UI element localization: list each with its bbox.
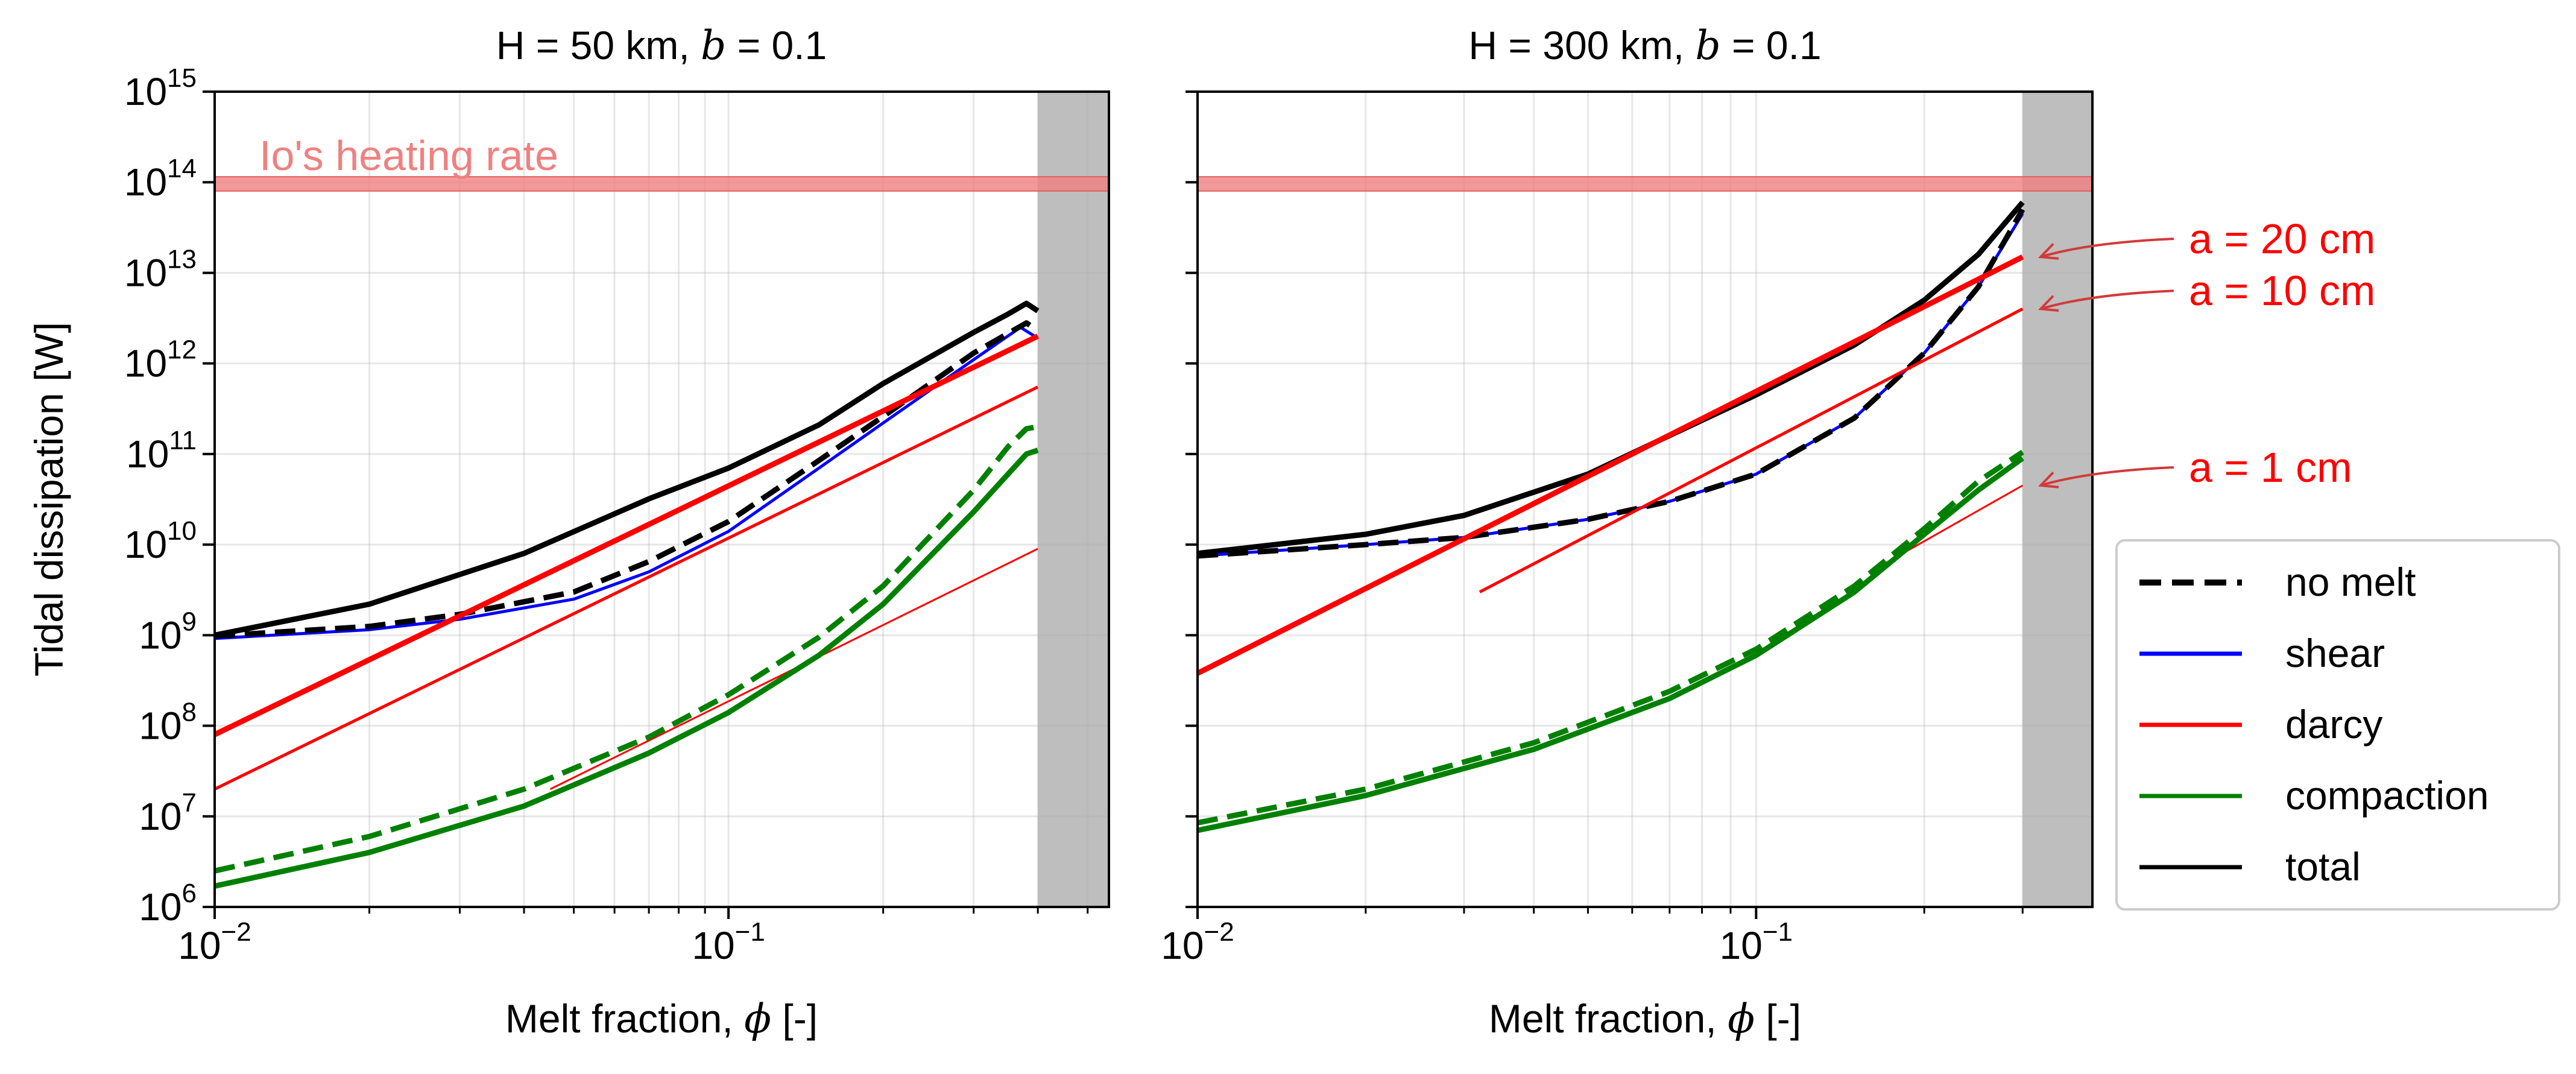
left-axis-ticks: 10−2 10−1 106 107 108 109 1010 1011 1012 1013 1014…	[124, 63, 1089, 967]
legend-label: no melt	[2285, 560, 2416, 604]
y-tick-label: 106	[139, 879, 197, 929]
right-series-lines	[1196, 200, 2025, 833]
y-tick-label: 108	[139, 698, 197, 748]
right-shaded-region	[2022, 92, 2092, 907]
x-tick-label: 10−1	[692, 917, 765, 967]
annotation-label: a = 20 cm	[2189, 215, 2375, 262]
legend-entries: no melt shear darcy compaction total	[2139, 560, 2489, 889]
y-tick-label: 1014	[124, 154, 197, 204]
shaded-region-rect	[2022, 92, 2092, 907]
right-axis-ticks: 10−2 10−1	[1161, 90, 2024, 967]
series-shear	[214, 326, 1039, 640]
left-axes-frame	[213, 90, 1110, 908]
annotation-arrow-shaft	[2040, 289, 2174, 311]
left-shaded-region	[1038, 92, 1109, 907]
legend-label: compaction	[2285, 773, 2489, 818]
series-darcy-a-10-cm	[1479, 307, 2024, 593]
x-tick-label: 10−2	[178, 917, 251, 967]
y-axis-label: Tidal dissipation [W]	[27, 322, 71, 677]
series-compaction	[1197, 456, 2024, 833]
right-annotations: a = 20 cm a = 10 cm a = 1 cm	[2038, 215, 2375, 491]
legend: no melt shear darcy compaction total	[2115, 539, 2560, 911]
y-tick-label: 1015	[124, 63, 197, 113]
series-compaction-no-melt	[1197, 449, 2024, 826]
left-x-axis-label: Melt fraction, ϕ [-]	[505, 996, 818, 1042]
right-plot-panel: 10−2 10−1 H = 300 km, b = 0.1 Melt fracti…	[1161, 22, 2375, 1042]
series-compaction-no-melt	[214, 424, 1038, 874]
right-heating-band	[1197, 176, 2093, 192]
x-tick-label: 10−1	[1720, 917, 1793, 967]
series-shear-no-melt	[1197, 208, 2025, 559]
left-series-lines	[213, 300, 1040, 889]
right-x-axis-label: Melt fraction, ϕ [-]	[1489, 996, 1801, 1042]
annotation-arrow-head	[2038, 295, 2059, 312]
right-chart-title: H = 300 km, b = 0.1	[1468, 22, 1821, 69]
series-darcy-a-10-cm	[213, 385, 1039, 791]
annotation-arrow-head	[2038, 471, 2059, 488]
legend-label: shear	[2285, 631, 2385, 675]
io-heating-rate-label: Io's heating rate	[259, 132, 558, 179]
y-tick-label: 1011	[126, 426, 197, 476]
y-tick-label: 109	[139, 607, 197, 657]
y-tick-label: 1012	[124, 335, 197, 385]
series-total	[214, 300, 1040, 638]
annotation-arrow-head	[2038, 242, 2059, 260]
left-plot-panel: 10−2 10−1 106 107 108 109 1010 1011 1012 1013 1014…	[27, 22, 1110, 1042]
series-darcy-a-20-cm	[213, 333, 1040, 738]
legend-label: darcy	[2285, 702, 2382, 747]
legend-frame	[2115, 539, 2560, 911]
annotation-label: a = 10 cm	[2189, 267, 2375, 314]
x-tick-label: 10−2	[1161, 917, 1234, 967]
y-tick-label: 1010	[124, 516, 197, 566]
right-axes-frame	[1196, 90, 2094, 908]
series-shear-no-melt	[214, 320, 1040, 639]
legend-label: total	[2285, 844, 2361, 889]
left-chart-title: H = 50 km, b = 0.1	[496, 22, 827, 69]
series-darcy-a-20-cm	[1196, 254, 2024, 676]
shaded-region-rect	[1038, 92, 1109, 907]
annotation-label: a = 1 cm	[2189, 444, 2352, 491]
series-compaction	[214, 447, 1039, 889]
annotation-arrow-shaft	[2040, 237, 2174, 258]
heating-rate-band	[1197, 176, 2093, 192]
y-tick-label: 1013	[124, 244, 197, 294]
y-tick-label: 107	[139, 788, 197, 838]
annotation-arrow-shaft	[2040, 466, 2174, 487]
